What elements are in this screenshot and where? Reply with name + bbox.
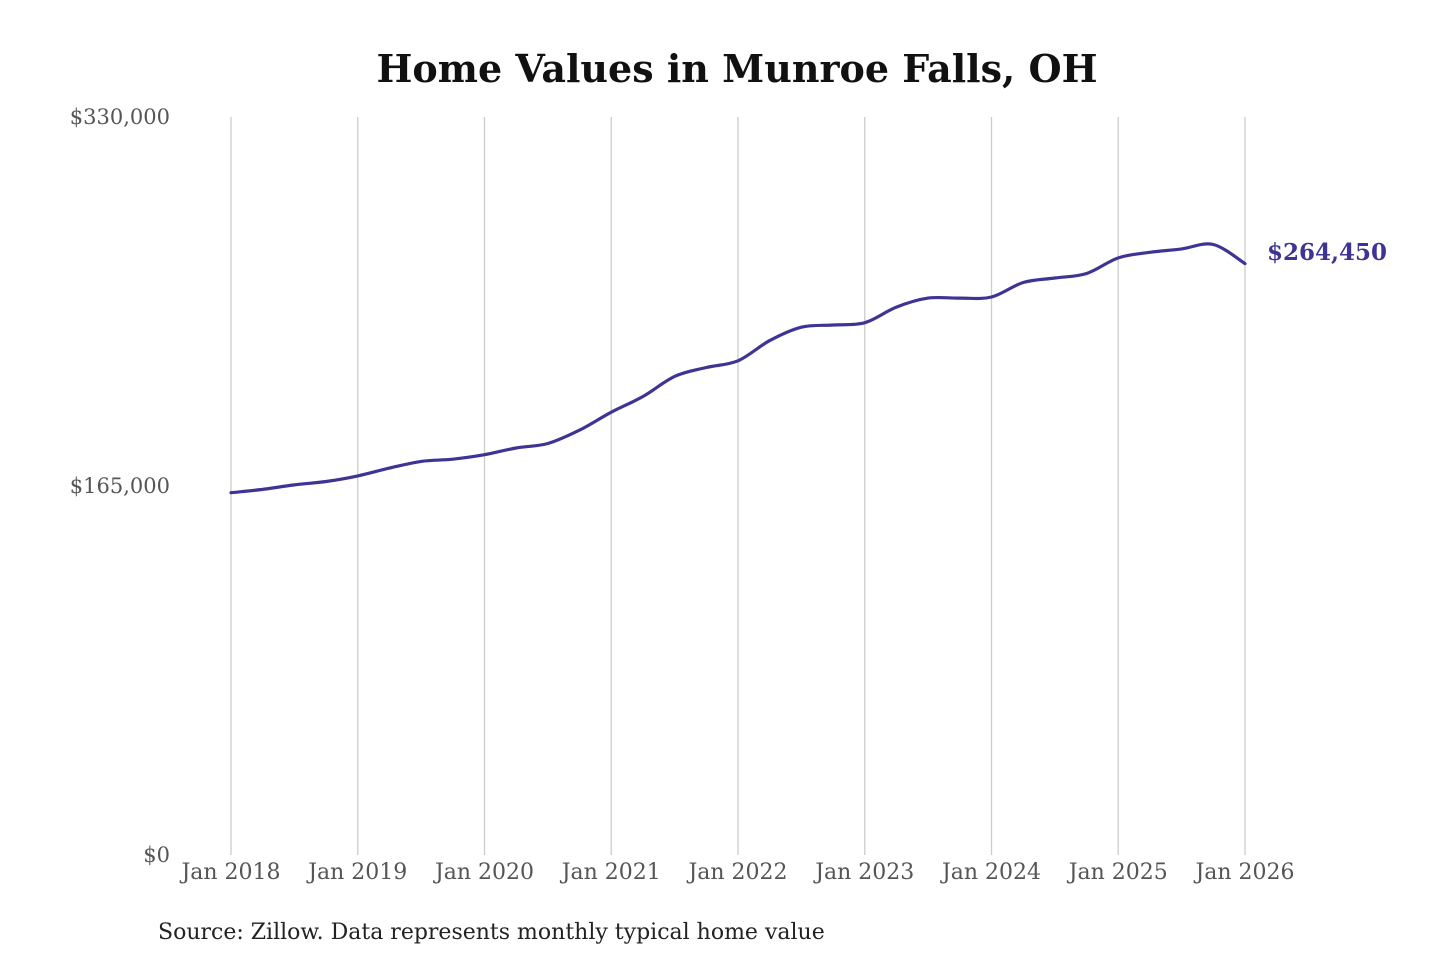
grid bbox=[230, 117, 1246, 855]
end-value-label: $264,450 bbox=[1267, 239, 1387, 266]
source-note: Source: Zillow. Data represents monthly … bbox=[158, 920, 825, 945]
x-tick-label: Jan 2022 bbox=[686, 860, 787, 885]
y-tick-label: $0 bbox=[143, 843, 170, 867]
chart-title: Home Values in Munroe Falls, OH bbox=[377, 46, 1098, 91]
x-tick-label: Jan 2021 bbox=[560, 860, 661, 885]
x-tick-label: Jan 2023 bbox=[813, 860, 914, 885]
x-tick-label: Jan 2025 bbox=[1067, 860, 1168, 885]
x-tick-label: Jan 2026 bbox=[1193, 860, 1294, 885]
y-tick-label: $330,000 bbox=[70, 105, 170, 129]
y-tick-label: $165,000 bbox=[70, 474, 170, 498]
series-line bbox=[229, 242, 1247, 495]
x-tick-label: Jan 2018 bbox=[179, 860, 280, 885]
x-tick-label: Jan 2020 bbox=[433, 860, 534, 885]
x-tick-label: Jan 2019 bbox=[306, 860, 407, 885]
y-axis-ticks: $330,000 $165,000 $0 bbox=[70, 105, 170, 867]
x-tick-label: Jan 2024 bbox=[940, 860, 1041, 885]
x-axis-ticks: Jan 2018 Jan 2019 Jan 2020 Jan 2021 Jan 2022… bbox=[179, 860, 1294, 885]
